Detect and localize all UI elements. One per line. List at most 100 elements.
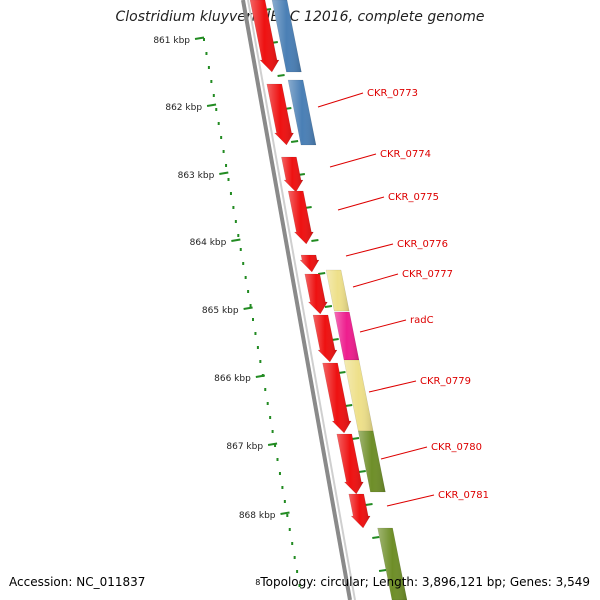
ruler-dot (249, 304, 252, 307)
gene-label: CKR_0773 (367, 88, 418, 99)
gene-label: CKR_0774 (380, 149, 431, 160)
ruler-dot (288, 528, 291, 531)
ruler-dot (266, 402, 269, 405)
gene-shading (304, 274, 328, 314)
accession-text: Accession: NC_011837 (9, 575, 146, 589)
label-leader (329, 153, 377, 168)
ruler-dot (225, 164, 228, 167)
gene-label: CKR_0779 (420, 376, 471, 387)
ruler-tick-label: 864 kbp (190, 238, 227, 248)
ruler-dot (274, 444, 277, 447)
ruler-dot (278, 472, 281, 475)
ruler-dot (207, 66, 210, 69)
ruler-dot (254, 332, 257, 335)
ruler-tick (267, 442, 278, 446)
ruler-dot (237, 234, 240, 237)
ruler-dot (244, 276, 247, 279)
gene-shading (336, 434, 364, 494)
ruler-dot (232, 206, 235, 209)
label-leader (317, 92, 364, 108)
truncated-ruler-label: 8 (255, 578, 261, 587)
gene-shading (272, 0, 302, 72)
ruler-dot (239, 248, 242, 251)
gene-label: CKR_0776 (397, 239, 448, 250)
ruler-tick (194, 36, 205, 40)
outer-tick (311, 239, 319, 242)
gene-label: radC (410, 315, 434, 326)
outer-tick (378, 569, 387, 572)
ruler-dot (259, 360, 262, 363)
ruler-tick (219, 171, 229, 175)
gene-shading (358, 431, 386, 492)
ruler-tick (243, 306, 253, 310)
gene-shading (334, 312, 359, 360)
outer-tick (318, 272, 326, 275)
ruler-dot (269, 416, 272, 419)
gene-label: CKR_0781 (438, 490, 489, 501)
ruler-dot (247, 290, 250, 293)
ruler-dot (276, 458, 279, 461)
ruler-dot (205, 52, 208, 55)
ruler-tick-label: 862 kbp (165, 103, 202, 113)
ruler-dot (227, 178, 230, 181)
map-title: Clostridium kluyveri NBRC 12016, complet… (115, 9, 485, 25)
ruler-dot (212, 94, 215, 97)
label-leader (368, 380, 417, 393)
ruler-dot (264, 388, 267, 391)
ruler-dot (283, 500, 286, 503)
label-leader (380, 446, 428, 460)
label-leader (359, 319, 407, 333)
ruler-tick (206, 103, 217, 107)
label-leader (345, 243, 394, 257)
ruler-dot (222, 150, 225, 153)
gene-shading (300, 255, 319, 272)
ruler-dot (291, 542, 294, 545)
outer-tick (290, 140, 299, 143)
gene-shading (281, 157, 303, 192)
label-leader (337, 196, 385, 211)
outer-tick (358, 470, 366, 473)
gene-label: CKR_0775 (388, 192, 439, 203)
gene-shading (344, 360, 374, 431)
outer-tick (277, 74, 285, 77)
ruler-tick-label: 868 kbp (239, 511, 276, 521)
genome-stats: Topology: circular; Length: 3,896,121 bp… (260, 575, 590, 589)
ruler-dot (229, 192, 232, 195)
label-leader (352, 273, 399, 288)
ruler-dot (210, 80, 213, 83)
ruler-dot (293, 556, 296, 559)
ruler-dot (256, 346, 259, 349)
ruler-dot (298, 584, 301, 587)
label-leader (386, 494, 435, 507)
ruler-dot (281, 486, 284, 489)
gene-label: CKR_0780 (431, 442, 482, 453)
ruler-dot (217, 122, 220, 125)
genome-stats-text: 8Topology: circular; Length: 3,896,121 b… (255, 575, 590, 589)
ruler-dot (296, 570, 299, 573)
backbone-line-light (247, 0, 356, 600)
ruler-dot (215, 108, 218, 111)
gene-shading (326, 270, 350, 311)
ruler-dot (220, 136, 223, 139)
ruler-dot (234, 220, 237, 223)
gene-shading (266, 84, 294, 145)
ruler-tick-label: 867 kbp (226, 442, 263, 452)
ruler-dot (203, 38, 205, 41)
ruler-tick-label: 861 kbp (153, 36, 190, 46)
ruler-tick-label: 863 kbp (178, 171, 215, 181)
gene-shading (348, 494, 371, 528)
ruler-dot (286, 514, 289, 517)
ruler-tick (231, 238, 241, 242)
outer-tick (338, 371, 346, 374)
outer-tick (372, 536, 380, 539)
gene-shading (313, 315, 337, 362)
ruler-tick-label: 865 kbp (202, 306, 239, 316)
outer-tick (351, 437, 360, 440)
gene-shading (322, 363, 352, 433)
outer-tick (345, 404, 353, 407)
gene-label: CKR_0777 (402, 269, 453, 280)
gene-shading (288, 191, 314, 244)
ruler-dot (242, 262, 245, 265)
gene-shading (288, 80, 316, 145)
